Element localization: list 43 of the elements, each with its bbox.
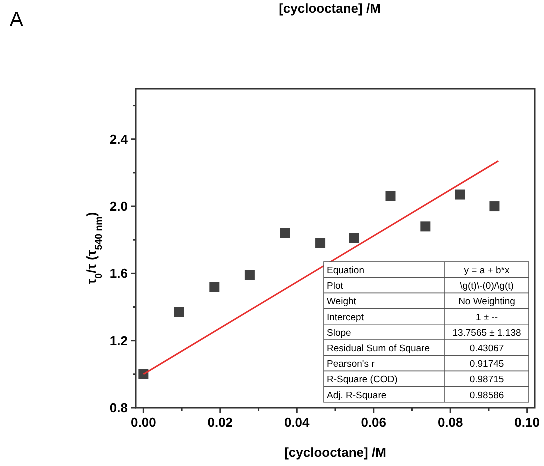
x-axis-title: [cyclooctane] /M — [284, 445, 386, 460]
annotation: Slope — [327, 328, 352, 339]
annotation: 0.98715 — [470, 374, 504, 386]
point — [280, 228, 290, 238]
y-tick-label: 2.4 — [110, 132, 129, 147]
point — [138, 369, 149, 380]
annotation: 1 ± -- — [476, 312, 498, 324]
annotation: Residual Sum of Square — [327, 344, 430, 354]
x-tick-label: 0.04 — [284, 415, 311, 430]
annotation: Equation — [327, 266, 365, 276]
annotation: R-Square (COD) — [327, 374, 398, 386]
text: [cyclooctane] /M — [279, 1, 381, 16]
annotation: Plot — [327, 281, 344, 292]
point — [455, 190, 466, 200]
y-tick-label: 1.6 — [110, 266, 128, 282]
y-tick-label: 2.0 — [110, 199, 128, 214]
point — [386, 191, 396, 202]
annotation: Intercept — [327, 312, 364, 324]
y-tick-label: 1.2 — [110, 333, 128, 348]
annotation: 0.91745 — [470, 359, 504, 370]
point — [174, 307, 184, 318]
annotation: No Weighting — [458, 296, 516, 308]
x-tick-label: 0.00 — [131, 415, 156, 430]
point — [420, 222, 431, 232]
x-tick-label: 0.06 — [361, 415, 387, 430]
annotation: Pearson's r — [327, 359, 375, 370]
annotation: Adj. R-Square — [327, 390, 387, 402]
point — [316, 238, 326, 248]
point — [490, 202, 500, 212]
point — [244, 270, 255, 280]
annotation: Weight — [327, 296, 357, 308]
y-tick-label: 0.8 — [110, 400, 128, 416]
annotation: 13.7565 ± 1.138 — [452, 328, 522, 339]
point — [210, 282, 220, 292]
x-tick-label: 0.08 — [438, 415, 464, 430]
text: A — [10, 9, 24, 31]
x-tick-label: 0.02 — [208, 415, 234, 430]
annotation: 0.43067 — [470, 344, 504, 354]
point — [349, 233, 360, 244]
annotation: 0.98586 — [470, 390, 504, 402]
x-tick-label: 0.10 — [514, 415, 540, 430]
annotation: y = a + b*x — [464, 266, 510, 276]
annotation: \g(t)\-(0)/\g(t) — [460, 281, 514, 292]
